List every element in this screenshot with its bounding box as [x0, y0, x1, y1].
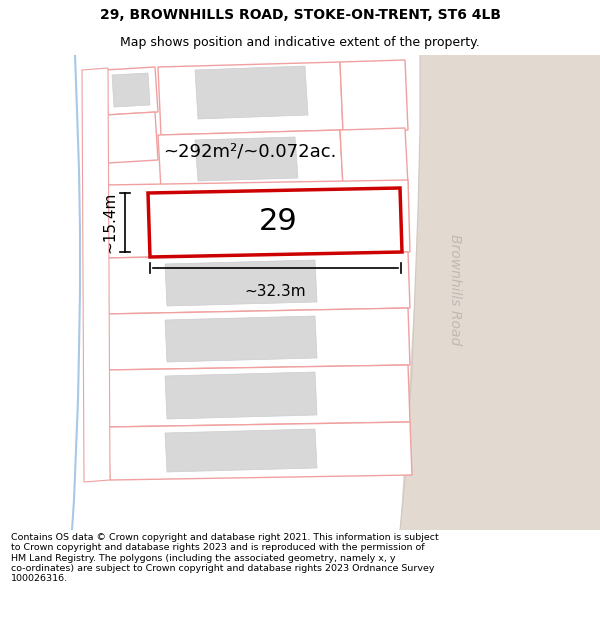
Polygon shape — [105, 112, 158, 163]
Text: ~15.4m: ~15.4m — [102, 192, 117, 253]
Text: ~32.3m: ~32.3m — [245, 284, 307, 299]
Polygon shape — [165, 316, 317, 362]
Polygon shape — [82, 68, 110, 482]
Polygon shape — [400, 55, 600, 530]
Polygon shape — [55, 55, 430, 530]
Text: Contains OS data © Crown copyright and database right 2021. This information is : Contains OS data © Crown copyright and d… — [11, 533, 439, 584]
Polygon shape — [105, 252, 410, 314]
Polygon shape — [148, 188, 402, 257]
Polygon shape — [105, 67, 158, 115]
Polygon shape — [165, 260, 317, 306]
Polygon shape — [108, 422, 412, 480]
Polygon shape — [105, 180, 410, 258]
Polygon shape — [195, 66, 308, 119]
Polygon shape — [158, 130, 343, 190]
Polygon shape — [105, 365, 410, 427]
Text: ~292m²/~0.072ac.: ~292m²/~0.072ac. — [163, 143, 337, 161]
Text: Map shows position and indicative extent of the property.: Map shows position and indicative extent… — [120, 36, 480, 49]
Polygon shape — [165, 372, 317, 419]
Text: 29: 29 — [259, 208, 298, 236]
Text: 29, BROWNHILLS ROAD, STOKE-ON-TRENT, ST6 4LB: 29, BROWNHILLS ROAD, STOKE-ON-TRENT, ST6… — [100, 8, 500, 22]
Polygon shape — [195, 137, 298, 181]
Polygon shape — [105, 308, 410, 370]
Text: Brownhills Road: Brownhills Road — [448, 234, 462, 346]
Polygon shape — [340, 60, 408, 132]
Polygon shape — [112, 73, 150, 107]
Polygon shape — [165, 429, 317, 472]
Polygon shape — [340, 128, 408, 187]
Polygon shape — [158, 62, 343, 135]
